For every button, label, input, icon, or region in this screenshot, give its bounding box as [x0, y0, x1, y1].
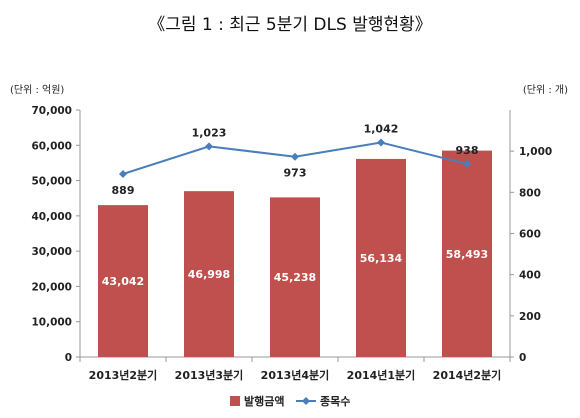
- left-tick-label: 30,000: [31, 246, 72, 258]
- bar-value-label: 58,493: [446, 248, 488, 261]
- count-value-label: 938: [456, 144, 479, 157]
- count-value-label: 889: [112, 184, 135, 197]
- left-tick-label: 0: [65, 352, 72, 364]
- x-category-label: 2013년4분기: [261, 368, 330, 382]
- count-value-label: 973: [284, 167, 307, 180]
- legend-bar-label: 발행금액: [244, 394, 284, 408]
- bar-3: [270, 197, 320, 357]
- chart-title: 《그림 1 : 최근 5분기 DLS 발행현황》: [148, 15, 432, 35]
- x-category-label: 2014년2분기: [433, 368, 502, 382]
- bar-2: [184, 191, 234, 357]
- left-tick-label: 20,000: [31, 281, 72, 293]
- right-tick-label: 0: [519, 352, 526, 364]
- right-tick-label: 400: [519, 270, 541, 282]
- count-value-label: 1,023: [192, 126, 227, 139]
- right-tick-label: 600: [519, 229, 541, 241]
- left-tick-label: 50,000: [31, 176, 72, 188]
- bar-1: [98, 205, 148, 357]
- left-tick-label: 70,000: [31, 105, 72, 117]
- right-tick-label: 800: [519, 187, 541, 199]
- left-tick-label: 60,000: [31, 140, 72, 152]
- x-category-label: 2014년1분기: [347, 368, 416, 382]
- left-tick-label: 40,000: [31, 211, 72, 223]
- bar-value-label: 56,134: [360, 252, 403, 265]
- bar-value-label: 43,042: [102, 275, 144, 288]
- bar-value-label: 45,238: [274, 271, 316, 284]
- x-category-label: 2013년3분기: [175, 368, 244, 382]
- count-value-label: 1,042: [364, 123, 399, 136]
- legend-line-marker: [302, 397, 310, 405]
- left-unit-label: (단위 : 억원): [10, 83, 64, 96]
- bar-value-label: 46,998: [188, 268, 230, 281]
- legend-line-label: 종목수: [320, 395, 350, 408]
- count-point-1: [119, 170, 127, 179]
- count-point-2: [205, 142, 213, 151]
- right-tick-label: 1,000: [519, 146, 552, 158]
- right-tick-label: 200: [519, 311, 541, 323]
- count-point-5: [463, 159, 471, 168]
- x-category-label: 2013년2분기: [89, 368, 158, 382]
- bar-4: [356, 158, 406, 357]
- left-tick-label: 10,000: [31, 317, 72, 329]
- bar-5: [442, 150, 492, 357]
- legend-bar-swatch: [230, 396, 240, 406]
- count-point-3: [291, 152, 299, 161]
- right-unit-label: (단위 : 개): [523, 83, 568, 96]
- count-point-4: [377, 138, 385, 147]
